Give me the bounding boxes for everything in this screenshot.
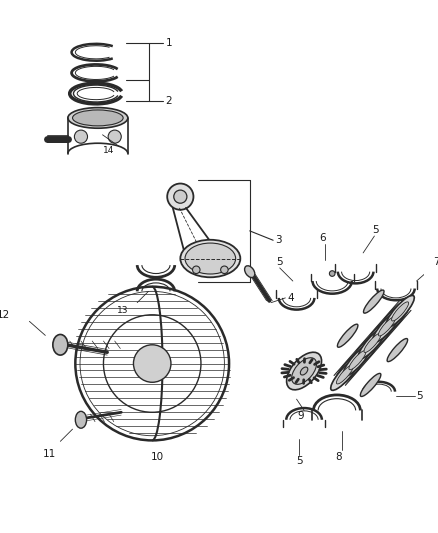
Ellipse shape (292, 358, 317, 384)
Ellipse shape (334, 349, 368, 386)
Ellipse shape (73, 110, 123, 126)
Ellipse shape (53, 335, 68, 355)
Ellipse shape (300, 367, 308, 375)
Text: 14: 14 (102, 146, 114, 155)
Text: 7: 7 (434, 257, 438, 267)
Text: 12: 12 (0, 310, 10, 320)
Ellipse shape (399, 298, 412, 312)
Text: 2: 2 (165, 96, 172, 106)
Ellipse shape (378, 317, 396, 336)
Text: 6: 6 (319, 233, 326, 243)
Text: 1: 1 (165, 38, 172, 48)
Ellipse shape (337, 324, 358, 348)
Text: 5: 5 (297, 456, 303, 466)
Text: 8: 8 (336, 453, 342, 462)
Ellipse shape (331, 358, 359, 390)
Ellipse shape (343, 344, 372, 376)
Circle shape (134, 345, 171, 382)
Ellipse shape (75, 411, 87, 428)
Ellipse shape (373, 310, 401, 342)
Ellipse shape (386, 295, 414, 327)
Ellipse shape (364, 333, 381, 352)
Circle shape (74, 130, 88, 143)
Text: 5: 5 (276, 257, 283, 267)
Ellipse shape (387, 338, 408, 362)
Text: 9: 9 (297, 411, 304, 421)
Circle shape (108, 130, 121, 143)
Ellipse shape (392, 302, 409, 321)
Circle shape (329, 271, 335, 276)
Ellipse shape (244, 266, 255, 278)
Text: 4: 4 (287, 293, 294, 303)
Ellipse shape (349, 332, 382, 370)
Circle shape (221, 266, 228, 273)
Ellipse shape (377, 300, 410, 338)
Text: 5: 5 (372, 225, 379, 236)
Text: 10: 10 (150, 453, 163, 462)
Ellipse shape (180, 240, 240, 277)
Ellipse shape (336, 365, 353, 384)
Circle shape (193, 266, 200, 273)
Ellipse shape (358, 327, 387, 359)
Ellipse shape (185, 243, 236, 274)
Ellipse shape (68, 108, 128, 128)
Text: 5: 5 (417, 391, 423, 401)
Circle shape (167, 183, 194, 210)
Ellipse shape (360, 374, 381, 397)
Ellipse shape (286, 352, 321, 390)
Text: 3: 3 (275, 235, 282, 245)
Text: 11: 11 (42, 449, 56, 458)
Ellipse shape (364, 290, 384, 313)
Circle shape (174, 190, 187, 203)
Text: 13: 13 (117, 305, 128, 314)
Ellipse shape (349, 351, 366, 370)
Ellipse shape (363, 316, 396, 353)
